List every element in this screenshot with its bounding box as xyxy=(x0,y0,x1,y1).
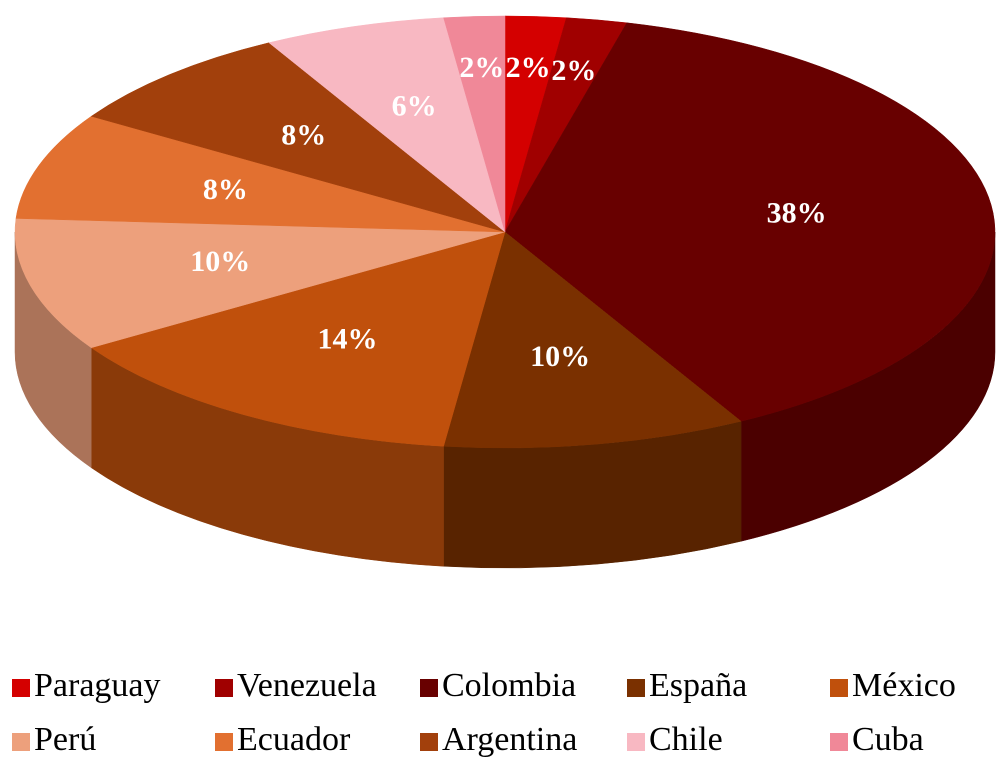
pie-slice xyxy=(504,22,996,422)
data-label: 8% xyxy=(203,173,248,206)
data-label: 10% xyxy=(530,340,590,373)
data-label: 2% xyxy=(459,51,504,84)
data-label: 10% xyxy=(190,245,250,278)
data-label: 2% xyxy=(551,54,596,87)
pie-slice xyxy=(14,218,506,349)
legend-swatch xyxy=(215,679,233,697)
pie-slice xyxy=(15,115,506,233)
data-label: 14% xyxy=(317,322,377,355)
legend-swatch xyxy=(830,679,848,697)
legend-label: Venezuela xyxy=(237,667,377,704)
legend-label: Chile xyxy=(649,721,723,758)
legend-label: Cuba xyxy=(852,721,924,758)
legend-swatch xyxy=(627,733,645,751)
legend-swatch xyxy=(627,679,645,697)
pie-slice xyxy=(90,42,506,233)
legend-label: Colombia xyxy=(442,667,576,704)
legend-label: México xyxy=(852,667,956,704)
legend-swatch xyxy=(12,733,30,751)
legend-label: Paraguay xyxy=(34,667,161,704)
data-label: 38% xyxy=(767,197,827,230)
legend-swatch xyxy=(420,679,438,697)
legend-swatch xyxy=(215,733,233,751)
legend-swatch xyxy=(420,733,438,751)
legend-label: España xyxy=(649,667,747,704)
legend-swatch xyxy=(12,679,30,697)
legend-label: Ecuador xyxy=(237,721,351,758)
pie-slice xyxy=(90,231,506,447)
data-label: 2% xyxy=(506,51,551,84)
pie-slice xyxy=(443,15,506,233)
legend-swatch xyxy=(830,733,848,751)
pie-slice xyxy=(268,17,506,233)
legend-label: Perú xyxy=(34,721,96,758)
pie-slice xyxy=(443,231,742,449)
data-label: 8% xyxy=(281,118,326,151)
data-label: 6% xyxy=(392,90,437,123)
legend-label: Argentina xyxy=(442,721,577,758)
